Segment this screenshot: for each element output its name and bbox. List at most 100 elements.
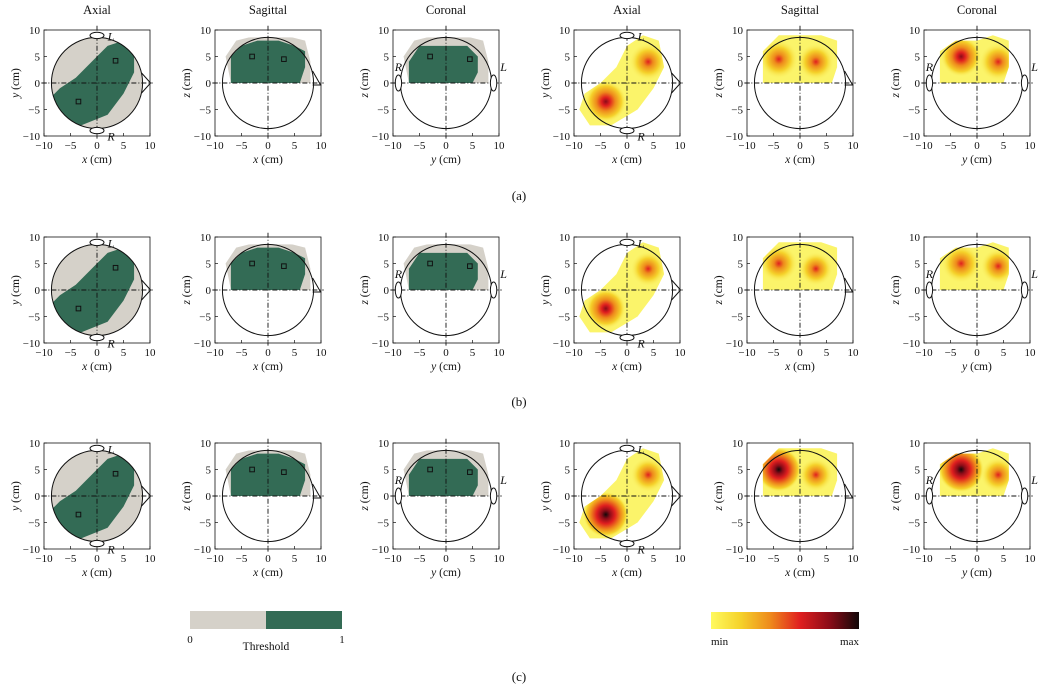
source-marker	[427, 53, 433, 60]
y-axis-unit: (cm)	[10, 68, 22, 93]
y-axis-var: z	[890, 93, 902, 99]
y-tick-label: −5	[199, 518, 211, 530]
y-axis-var: y	[10, 299, 22, 306]
y-tick-label: 5	[565, 465, 571, 477]
y-axis-label: y (cm)	[540, 68, 552, 99]
ear-top	[619, 31, 635, 40]
x-tick-label: −10	[206, 553, 224, 565]
plot-axes	[392, 236, 500, 344]
x-tick-label: −5	[595, 140, 607, 152]
x-tick-label: −5	[414, 347, 426, 359]
x-tick-label: 0	[443, 347, 449, 359]
intensity-map	[939, 35, 1009, 83]
x-tick-label: 10	[675, 553, 687, 565]
x-tick-label: −5	[945, 347, 957, 359]
plot-axes	[214, 442, 322, 550]
x-axis-unit: (cm)	[258, 361, 283, 373]
x-tick-label: −10	[35, 553, 53, 565]
x-tick-label: 0	[94, 140, 100, 152]
y-tick-label: 5	[384, 259, 390, 271]
plot-axes	[923, 236, 1031, 344]
x-tick-label: −10	[565, 347, 583, 359]
x-tick-label: 5	[470, 347, 476, 359]
y-axis-label: y (cm)	[10, 68, 22, 99]
intensity-peak	[630, 457, 665, 493]
x-tick-label: −10	[565, 140, 583, 152]
y-tick-label: −5	[731, 518, 743, 530]
threshold-active-region	[230, 453, 306, 496]
plot-axes	[573, 236, 681, 344]
x-tick-label: −10	[738, 347, 756, 359]
y-tick-label: 5	[35, 259, 41, 271]
y-tick-label: −10	[553, 544, 571, 556]
ear-label-left: L	[637, 442, 645, 456]
y-axis-label: z (cm)	[713, 481, 725, 511]
x-tick-label: 10	[316, 347, 328, 359]
x-axis-label: x (cm)	[611, 567, 642, 579]
source-marker	[427, 466, 433, 473]
intensity-peak	[582, 491, 629, 538]
plot-axes	[923, 29, 1031, 137]
y-tick-label: 10	[909, 232, 921, 244]
y-tick-label: −5	[908, 312, 920, 324]
y-axis-var: z	[181, 506, 193, 512]
ear-label-left: L	[637, 29, 645, 43]
x-axis-label: x (cm)	[252, 361, 283, 373]
x-tick-label: 10	[145, 553, 157, 565]
y-axis-var: y	[540, 92, 552, 99]
x-tick-label: 10	[848, 347, 860, 359]
y-tick-label: −10	[903, 544, 921, 556]
intensity-peak	[630, 251, 665, 287]
y-tick-label: 5	[738, 465, 744, 477]
y-tick-label: −10	[903, 338, 921, 350]
nose-outline	[844, 483, 854, 499]
x-tick-label: 5	[470, 140, 476, 152]
y-axis-unit: (cm)	[713, 275, 725, 300]
x-axis-label: y (cm)	[961, 154, 992, 166]
y-tick-label: −5	[558, 312, 570, 324]
y-tick-label: 10	[378, 438, 390, 450]
ear-label-left: L	[107, 442, 115, 456]
y-tick-label: 10	[29, 25, 41, 37]
x-axis-unit: (cm)	[967, 567, 992, 579]
x-tick-label: −5	[945, 553, 957, 565]
source-marker	[467, 56, 473, 62]
x-axis-label: x (cm)	[784, 361, 815, 373]
intensity-peak	[762, 244, 798, 283]
intensity-peak	[980, 248, 1009, 284]
colorbar-threshold-high	[266, 611, 342, 629]
ear-right	[1020, 74, 1029, 92]
x-tick-label: 5	[292, 347, 298, 359]
x-tick-label: 0	[624, 347, 630, 359]
x-tick-label: 10	[145, 140, 157, 152]
ear-bottom	[89, 539, 105, 548]
x-axis-var: x	[784, 154, 791, 166]
x-tick-label: 10	[494, 553, 506, 565]
y-tick-label: −5	[731, 105, 743, 117]
y-tick-label: 0	[384, 491, 390, 503]
ear-label-right: R	[106, 543, 115, 557]
x-tick-label: −10	[738, 140, 756, 152]
x-tick-label: −5	[236, 553, 248, 565]
x-tick-label: 10	[675, 140, 687, 152]
y-tick-label: 10	[200, 232, 212, 244]
nose-outline	[671, 485, 682, 507]
y-tick-label: 0	[384, 285, 390, 297]
y-tick-label: 0	[738, 78, 744, 90]
x-tick-label: 5	[292, 553, 298, 565]
source-marker	[467, 469, 473, 475]
column-title-axial: Axial	[83, 3, 111, 17]
x-axis-label: y (cm)	[961, 567, 992, 579]
x-tick-label: 5	[651, 347, 657, 359]
colorbar-threshold-low	[190, 611, 266, 629]
x-axis-label: x (cm)	[784, 567, 815, 579]
source-marker	[112, 57, 119, 64]
y-tick-label: 10	[909, 438, 921, 450]
x-axis-label: x (cm)	[81, 154, 112, 166]
x-tick-label: −10	[565, 553, 583, 565]
ear-bottom	[619, 126, 635, 135]
x-axis-label: x (cm)	[252, 154, 283, 166]
x-tick-label: 0	[443, 140, 449, 152]
x-tick-label: 5	[121, 140, 127, 152]
